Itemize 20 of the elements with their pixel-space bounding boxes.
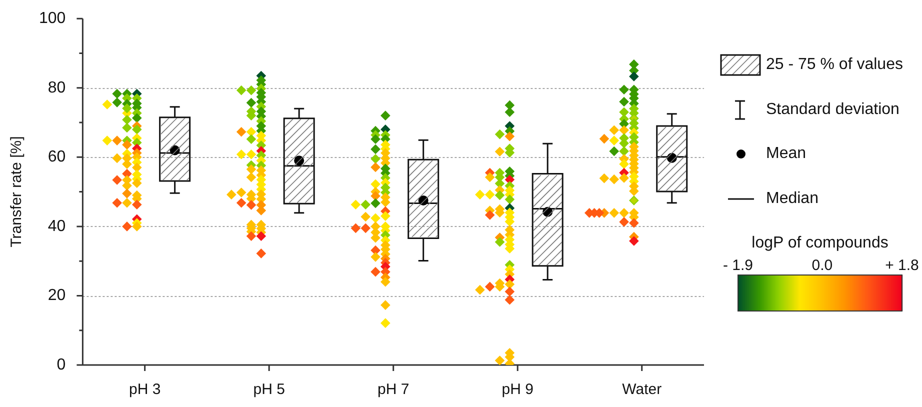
y-tick-label: 100 xyxy=(38,10,66,28)
color-bar-label: 0.0 xyxy=(812,257,833,274)
x-tick-label: pH 7 xyxy=(378,381,410,398)
x-tick-label: Water xyxy=(622,381,662,398)
x-tick-label: pH 3 xyxy=(128,381,161,398)
text: Standard deviation xyxy=(766,100,900,120)
color-bar-label: - 1.9 xyxy=(722,257,754,274)
y-tick-label: 0 xyxy=(56,356,66,374)
text: 25 - 75 % of values xyxy=(766,55,903,75)
y-tick-label: 40 xyxy=(48,218,66,235)
y-axis-title: Transfer rate [%] xyxy=(8,136,26,248)
text: Median xyxy=(766,188,818,208)
y-tick-label: 80 xyxy=(48,79,66,96)
color-bar-label: + 1.8 xyxy=(885,257,919,274)
text: Mean xyxy=(766,144,806,164)
y-tick-label: 20 xyxy=(48,287,66,304)
x-tick-label: pH 5 xyxy=(253,381,285,398)
color-bar-title: logP of compounds xyxy=(752,234,888,252)
x-tick-label: pH 9 xyxy=(502,381,534,398)
y-tick-label: 60 xyxy=(48,148,66,166)
